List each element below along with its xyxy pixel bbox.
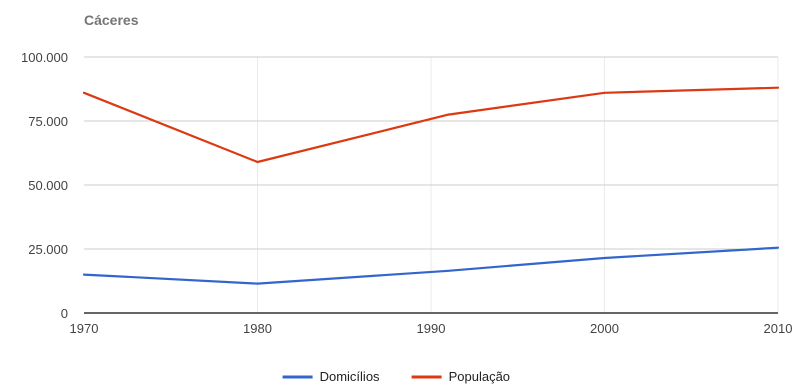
legend[interactable]: Domicílios População	[282, 369, 510, 384]
y-tick-label: 50.000	[28, 178, 68, 193]
axis-labels: 0 25.000 50.000 75.000 100.000 1970 1980 1990 20…	[21, 50, 792, 336]
x-tick-label: 1990	[417, 321, 446, 336]
legend-label: População	[449, 369, 510, 384]
legend-label: Domicílios	[320, 369, 380, 384]
legend-item-populacao[interactable]: População	[411, 369, 510, 384]
x-tick-label: 1970	[70, 321, 99, 336]
series-line-domicilios[interactable]	[82, 246, 780, 285]
x-tick-label: 1980	[243, 321, 272, 336]
y-tick-label: 25.000	[28, 242, 68, 257]
chart-title: Cáceres	[84, 12, 139, 28]
legend-item-domicilios[interactable]: Domicílios	[282, 369, 380, 384]
y-tick-label: 0	[61, 306, 68, 321]
series-line-populacao[interactable]	[82, 86, 780, 164]
series-lines	[82, 86, 780, 285]
x-tick-label: 2010	[764, 321, 793, 336]
y-tick-label: 75.000	[28, 114, 68, 129]
gridlines	[84, 56, 779, 314]
x-tick-label: 2000	[590, 321, 619, 336]
y-tick-label: 100.000	[21, 50, 68, 65]
